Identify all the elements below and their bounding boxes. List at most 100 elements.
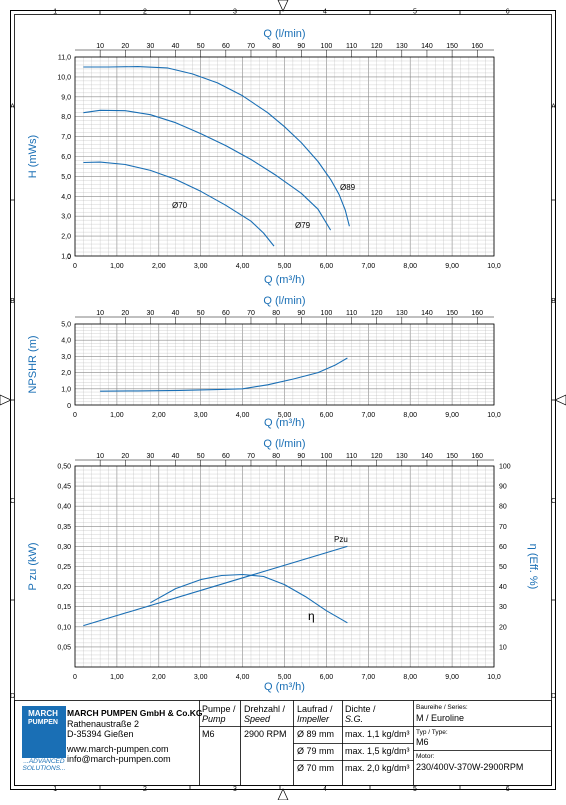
y-axis-title-head: H (mWs): [27, 135, 39, 178]
speed-header-1: Drehzahl /: [244, 704, 286, 714]
x-tick-label: 7,00: [361, 263, 375, 270]
pump-value: M6: [202, 729, 215, 739]
x-tick-label: 5,00: [278, 674, 292, 681]
x-tick-label: 8,00: [403, 263, 417, 270]
x2-tick-label: 140: [421, 43, 433, 50]
zone-row-left-B: B: [10, 298, 15, 305]
x2-tick-label: 40: [172, 310, 180, 317]
y-tick-label: 0,05: [57, 644, 71, 651]
y-tick-label-zero: 0: [67, 403, 71, 410]
y-tick-label: 4,0: [61, 194, 71, 201]
x2-tick-label: 160: [471, 43, 483, 50]
y-tick-label: 1,0: [61, 386, 71, 393]
y-tick-label: 1,0: [61, 254, 71, 261]
x2-tick-label: 30: [147, 310, 155, 317]
density-value-1: max. 1,1 kg/dm³: [345, 729, 410, 739]
grid-head: [74, 56, 495, 257]
y-tick-label: 3,0: [61, 354, 71, 361]
x2-tick-label: 80: [272, 453, 280, 460]
x-tick-label: 8,00: [403, 412, 417, 419]
logo-text-pumpen: PUMPEN: [28, 719, 58, 726]
y-tick-label: 5,0: [61, 322, 71, 329]
plot-frame-head: [74, 56, 495, 257]
sg-header-2: S.G.: [345, 714, 364, 724]
label-d79: Ø79: [295, 221, 311, 230]
x2-tick-label: 20: [121, 43, 129, 50]
y-tick-label: 8,0: [61, 114, 71, 121]
x2-tick-label: 30: [147, 43, 155, 50]
x2-tick-label: 70: [247, 310, 255, 317]
type-value: M6: [416, 737, 429, 747]
x-tick-label: 6,00: [320, 674, 334, 681]
company-web[interactable]: www.march-pumpen.com: [67, 744, 169, 754]
y-axis-title-npsh: NPSHR (m): [27, 335, 39, 393]
x-axis-title-power: Q (m³/h): [264, 681, 305, 693]
label-d70: Ø70: [172, 201, 188, 210]
x-tick-label: 0: [73, 674, 77, 681]
company-mail[interactable]: info@march-pumpen.com: [67, 754, 171, 764]
y-tick-label: 0,25: [57, 564, 71, 571]
y-tick-label: 2,0: [61, 234, 71, 241]
chart-npsh: [74, 316, 495, 406]
zone-col-top-1: 1: [53, 9, 57, 16]
title-block-frame: [14, 700, 552, 786]
series-label: Baureihe / Series:: [416, 704, 468, 711]
y-tick-label: 0,20: [57, 584, 71, 591]
zone-col-bottom-6: 6: [506, 786, 510, 793]
plot-frame-power: [74, 465, 495, 668]
zone-col-top-2: 2: [143, 9, 147, 16]
y-tick-label: 2,0: [61, 370, 71, 377]
density-value-3: max. 2,0 kg/dm³: [345, 763, 410, 773]
x2-tick-label: 110: [346, 43, 357, 50]
x-tick-label: 9,00: [445, 674, 459, 681]
logo-tagline-2: SOLUTIONS...: [22, 765, 66, 772]
density-value-2: max. 1,5 kg/dm³: [345, 746, 410, 756]
x2-tick-label: 10: [96, 453, 104, 460]
y2-tick-label: 100: [499, 464, 511, 471]
y-tick-label: 0,45: [57, 484, 71, 491]
y2-tick-label: 60: [499, 544, 507, 551]
zone-row-left-D: D: [10, 693, 15, 700]
plot-frame-npsh: [74, 323, 495, 406]
y-tick-label: 4,0: [61, 338, 71, 345]
x2-tick-label: 100: [321, 310, 333, 317]
x-tick-label: 2,00: [152, 263, 166, 270]
x-axis-title-head: Q (m³/h): [264, 274, 305, 286]
impeller-value-1: Ø 89 mm: [297, 729, 335, 739]
x2-tick-label: 160: [471, 310, 483, 317]
zone-col-bottom-3: 3: [233, 786, 237, 793]
y2-tick-label: 80: [499, 504, 507, 511]
series-line-head-1: [83, 109, 332, 231]
label-pzu: Pzu: [334, 535, 348, 544]
x-tick-label: 7,00: [361, 412, 375, 419]
x-tick-label: 6,00: [320, 263, 334, 270]
motor-label: Motor:: [416, 753, 435, 760]
x2-tick-label: 50: [197, 453, 205, 460]
y2-tick-label: 50: [499, 564, 507, 571]
x2-tick-label: 40: [172, 453, 180, 460]
y2-tick-label: 30: [499, 604, 507, 611]
zone-col-bottom-1: 1: [53, 786, 57, 793]
x2-tick-label: 110: [346, 310, 357, 317]
x2-tick-label: 10: [96, 310, 104, 317]
logo-tagline-1: ...ADVANCED: [22, 758, 66, 765]
zone-row-right-D: D: [551, 693, 556, 700]
grid-power: [74, 465, 495, 668]
x2-tick-label: 90: [297, 310, 305, 317]
x-tick-label: 3,00: [194, 674, 208, 681]
zone-col-top-3: 3: [233, 9, 237, 16]
x2-tick-label: 130: [396, 310, 408, 317]
zone-row-right-A: A: [551, 103, 556, 110]
company-street: Rathenaustraße 2: [67, 719, 140, 729]
zone-row-left-A: A: [10, 103, 15, 110]
y2-tick-label: 20: [499, 624, 507, 631]
x-tick-label: 10,0: [487, 412, 501, 419]
center-mark-left: [0, 394, 12, 406]
sheet-border: [10, 10, 556, 790]
zone-row-left-C: C: [10, 498, 15, 505]
x-tick-label: 4,00: [236, 674, 250, 681]
x2-tick-label: 50: [197, 43, 205, 50]
impeller-value-2: Ø 79 mm: [297, 746, 335, 756]
